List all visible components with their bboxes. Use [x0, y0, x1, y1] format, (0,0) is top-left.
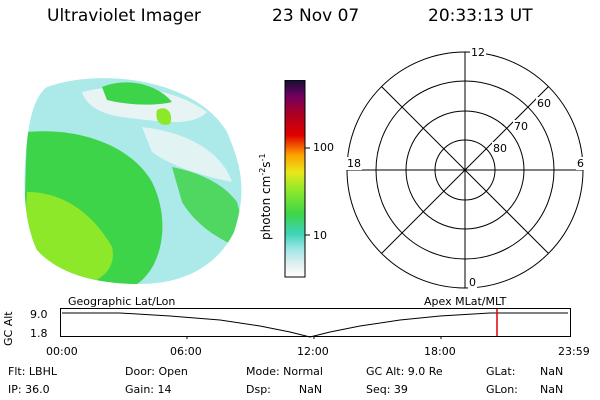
info-glon-label: GLon: — [486, 383, 518, 396]
timeline-ylabel: GC Alt — [2, 311, 15, 346]
mlt-label-0: 0 — [468, 276, 477, 289]
timeline-ytick-top: 9.0 — [30, 308, 48, 321]
info-glat-label: GLat: — [486, 365, 516, 378]
info-seq: Seq: 39 — [366, 383, 408, 396]
date-label: 23 Nov 07 — [272, 6, 360, 26]
info-ip: IP: 36.0 — [8, 383, 50, 396]
lat-label-60: 60 — [536, 97, 552, 110]
info-gain: Gain: 14 — [125, 383, 172, 396]
timeline-left-title: Geographic Lat/Lon — [68, 295, 176, 308]
info-glat-value: NaN — [540, 365, 564, 378]
timeline-xtick-0600: 06:00 — [170, 345, 202, 358]
polar-plot — [346, 51, 584, 289]
lat-label-80: 80 — [492, 142, 508, 155]
timeline-plot — [60, 308, 571, 339]
colorbar-tick-100: 100 — [313, 141, 334, 154]
colorbar-unit-label: photon cm-2s-1 — [258, 153, 273, 240]
timeline-right-title: Apex MLat/MLT — [424, 295, 507, 308]
info-door: Door: Open — [125, 365, 188, 378]
timeline-xtick-2359: 23:59 — [558, 345, 590, 358]
info-dsp: Dsp: NaN — [246, 383, 323, 396]
timeline-ytick-bottom: 1.8 — [30, 327, 48, 340]
mlt-label-18: 18 — [346, 157, 362, 170]
timeline-xtick-1200: 12:00 — [297, 345, 329, 358]
info-flt: Flt: LBHL — [8, 365, 57, 378]
time-label: 20:33:13 UT — [428, 6, 533, 26]
info-gcalt: GC Alt: 9.0 Re — [366, 365, 443, 378]
instrument-title: Ultraviolet Imager — [47, 6, 201, 26]
info-mode: Mode: Normal — [246, 365, 323, 378]
auroral-image — [24, 78, 242, 285]
colorbar — [284, 80, 310, 278]
mlt-label-12: 12 — [470, 46, 486, 59]
info-glon-value: NaN — [540, 383, 564, 396]
lat-label-70: 70 — [513, 120, 529, 133]
mlt-label-6: 6 — [576, 157, 585, 170]
colorbar-tick-10: 10 — [313, 229, 327, 242]
timeline-xtick-1800: 18:00 — [424, 345, 456, 358]
timeline-xtick-0000: 00:00 — [46, 345, 78, 358]
